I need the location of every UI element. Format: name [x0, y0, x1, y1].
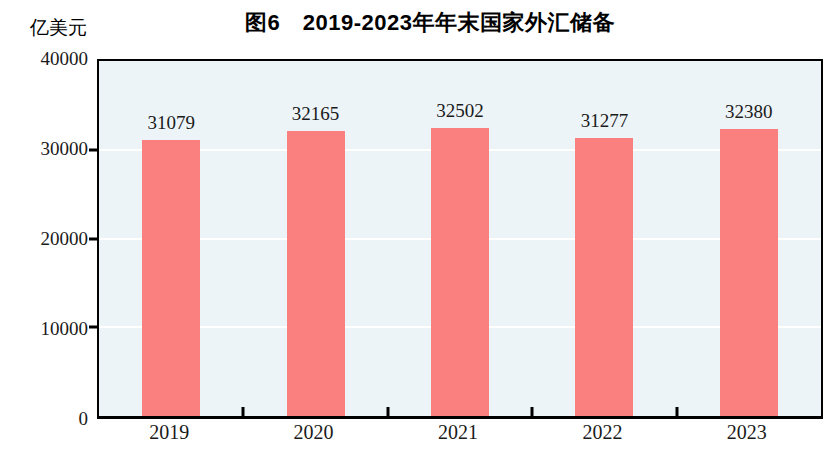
bar-value-label-2021: 32502 [436, 101, 484, 120]
x-tick-label-2020: 2020 [241, 417, 385, 447]
bar-group-2021: 32502 [388, 61, 532, 416]
bar-group-2022: 31277 [532, 61, 676, 416]
y-tick-label-20000: 20000 [41, 228, 89, 250]
y-tick-label-0: 0 [79, 408, 89, 430]
x-tick-label-2022: 2022 [530, 417, 674, 447]
bar-2019 [142, 140, 200, 416]
x-axis: 20192020202120222023 [97, 417, 819, 449]
x-tick-mark-4 [675, 407, 678, 416]
x-tick-mark-3 [531, 407, 534, 416]
x-tick-label-2019: 2019 [97, 417, 241, 447]
bar-group-2020: 32165 [243, 61, 387, 416]
y-tick-mark-30000 [89, 148, 99, 151]
bar-value-label-2023: 32380 [725, 102, 773, 121]
y-tick-mark-10000 [89, 326, 99, 329]
bar-value-label-2022: 31277 [581, 111, 629, 130]
bar-2020 [287, 131, 345, 416]
bar-value-label-2019: 31079 [147, 113, 195, 132]
x-tick-mark-1 [242, 407, 245, 416]
bar-group-2019: 31079 [99, 61, 243, 416]
y-tick-label-40000: 40000 [41, 48, 89, 70]
foreign-exchange-reserves-chart: 亿美元 图6 2019-2023年年末国家外汇储备 01000020000300… [0, 0, 832, 464]
y-tick-mark-20000 [89, 237, 99, 240]
bar-2023 [720, 129, 778, 416]
x-tick-label-2023: 2023 [675, 417, 819, 447]
bar-value-label-2020: 32165 [292, 104, 340, 123]
x-tick-label-2021: 2021 [386, 417, 530, 447]
bar-group-2023: 32380 [677, 61, 821, 416]
y-axis: 010000200003000040000 [0, 59, 88, 419]
plot-area: 31079 32165 32502 31277 32380 [97, 59, 823, 419]
x-tick-mark-2 [386, 407, 389, 416]
y-tick-label-10000: 10000 [41, 318, 89, 340]
bar-2021 [431, 128, 489, 416]
chart-title: 图6 2019-2023年年末国家外汇储备 [50, 8, 810, 38]
y-tick-label-30000: 30000 [41, 138, 89, 160]
bar-2022 [575, 138, 633, 416]
